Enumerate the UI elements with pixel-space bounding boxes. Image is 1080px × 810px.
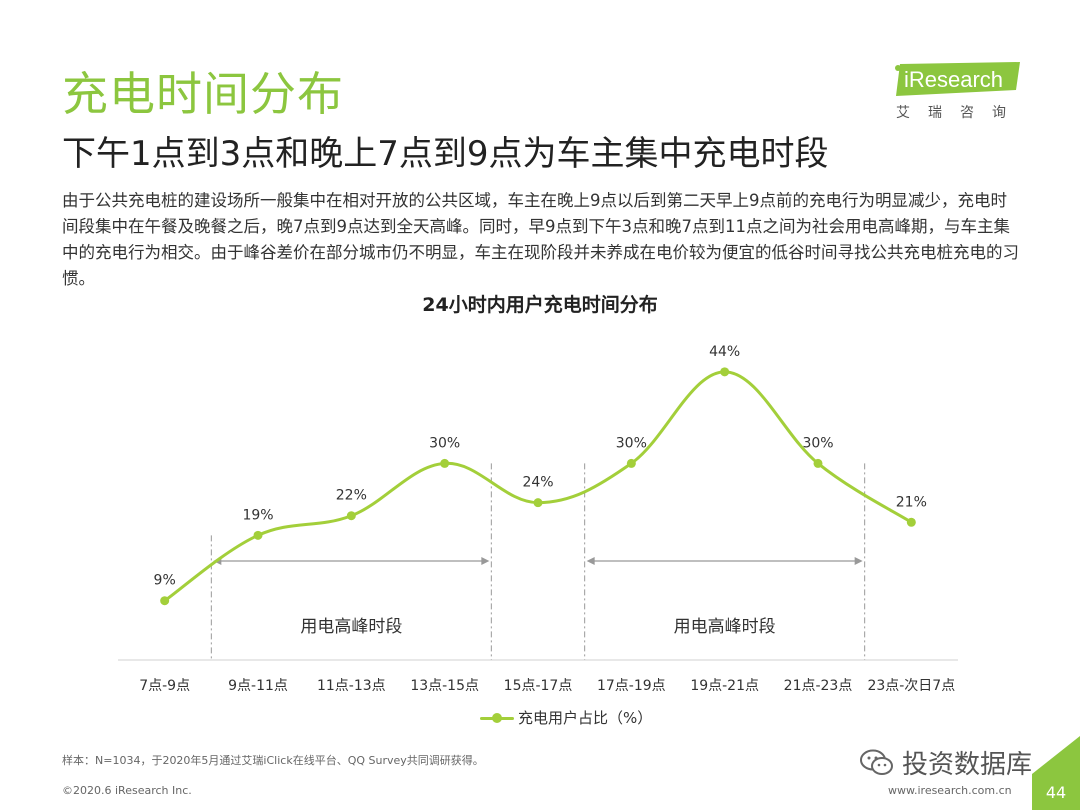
x-tick-label: 7点-9点 [139,678,190,694]
x-tick-label: 11点-13点 [317,678,386,694]
logo-tagline: 艾瑞咨询 [896,105,1024,121]
data-label: 30% [429,435,460,451]
data-label: 30% [616,435,647,451]
data-label: 24% [522,475,553,491]
data-point [440,458,450,468]
peak-range-label: 用电高峰时段 [300,617,402,637]
chart-title: 24小时内用户充电时间分布 [422,294,658,316]
data-point [253,530,263,540]
legend-swatch [480,711,514,725]
data-point [160,596,170,606]
data-label: 19% [242,507,273,523]
x-tick-label: 13点-15点 [410,678,479,694]
peak-range-arrowhead [481,557,490,565]
data-point [720,367,730,377]
wechat-icon [860,749,893,775]
data-label: 9% [154,573,176,589]
legend-label: 充电用户占比（%） [518,709,653,727]
peak-range-arrowhead [854,557,863,565]
logo-brand-text: iResearch [904,67,1003,92]
x-tick-label: 19点-21点 [690,678,759,694]
page-subtitle: 下午1点到3点和晚上7点到9点为车主集中充电时段 [62,134,829,174]
x-tick-label: 9点-11点 [228,678,288,694]
data-label: 30% [802,435,833,451]
data-label: 21% [896,494,927,510]
wechat-label: 投资数据库 [902,750,1033,780]
page-title: 充电时间分布 [62,67,344,121]
series-line [163,370,913,603]
iresearch-logo: iResearch 艾瑞咨询 [890,56,1030,126]
x-tick-label: 21点-23点 [784,678,853,694]
footnote: 样本：N=1034，于2020年5月通过艾瑞iClick在线平台、QQ Surv… [62,754,484,767]
site-url: www.iresearch.com.cn [888,784,1012,797]
data-point [813,458,823,468]
page-number: 44 [1032,774,1080,810]
page-corner-accent [1032,736,1080,774]
data-point [346,511,356,521]
chart-legend: 充电用户占比（%） [480,707,652,728]
wechat-watermark: 投资数据库 [860,744,1032,781]
peak-range-label: 用电高峰时段 [674,617,776,637]
data-point [533,498,543,508]
logo-brand-mark: iResearch [895,62,1020,96]
peak-range-arrowhead [586,557,595,565]
x-tick-label: 15点-17点 [504,678,573,694]
x-tick-label: 23点-次日7点 [867,678,955,694]
copyright: ©2020.6 iResearch Inc. [62,784,192,797]
data-label: 44% [709,344,740,360]
x-tick-label: 17点-19点 [597,678,666,694]
intro-paragraph: 由于公共充电桩的建设场所一般集中在相对开放的公共区域，车主在晚上9点以后到第二天… [62,191,1019,288]
data-point [626,458,636,468]
data-point [906,517,916,527]
data-label: 22% [336,488,367,504]
